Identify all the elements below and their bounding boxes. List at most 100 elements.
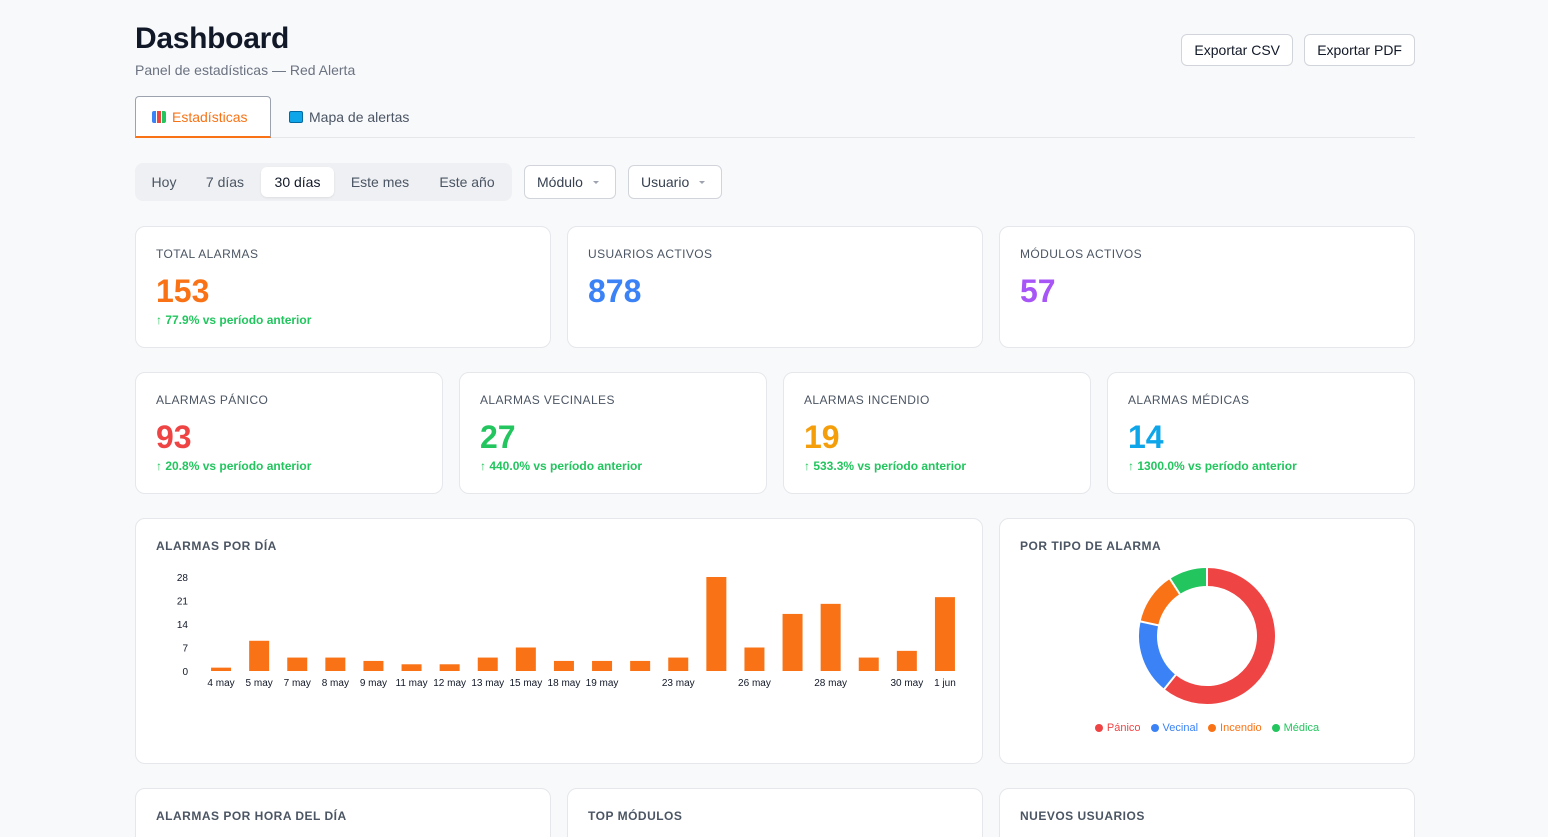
kpi-alarmas-medicas: ALARMAS MÉDICAS 14 ↑ 1300.0% vs período … [1107,372,1415,494]
chart-title: TOP MÓDULOS [588,809,683,823]
kpi-label: ALARMAS PÁNICO [156,393,269,407]
x-tick-label: 26 may [738,678,771,689]
tab-estadisticas[interactable]: Estadísticas [135,96,271,138]
export-csv-button[interactable]: Exportar CSV [1181,34,1293,66]
bar[interactable] [592,660,613,671]
bar[interactable] [934,597,955,671]
export-pdf-button[interactable]: Exportar PDF [1304,34,1415,66]
chevron-down-icon [699,180,706,184]
dashboard-page: Dashboard Panel de estadísticas — Red Al… [135,0,1415,837]
donut-chart [1139,567,1275,704]
x-tick-label: 1 jun [934,678,956,689]
legend-item[interactable]: Incendio [1208,722,1262,734]
bar[interactable] [896,650,917,671]
x-tick-label: 28 may [814,678,847,689]
pie-slice[interactable] [1140,578,1181,626]
user-dropdown-label: Usuario [641,174,690,190]
x-tick-label: 12 may [433,678,466,689]
tab-bar: Estadísticas Mapa de alertas [135,96,1415,138]
bar[interactable] [325,657,346,671]
chart-legend: Pánico Vecinal Incendio Médica [1000,722,1414,734]
x-tick-label: 11 may [396,678,428,689]
bar[interactable] [553,660,574,671]
kpi-trend: ↑ 20.8% vs período anterior [156,459,312,473]
kpi-label: USUARIOS ACTIVOS [588,247,713,261]
period-30-dias[interactable]: 30 días [261,167,334,197]
kpi-label: ALARMAS MÉDICAS [1128,393,1250,407]
bar[interactable] [401,664,422,671]
kpi-label: ALARMAS INCENDIO [804,393,930,407]
bar[interactable] [820,603,841,671]
chart-title: ALARMAS POR HORA DEL DÍA [156,809,347,823]
legend-label: Incendio [1220,722,1262,734]
kpi-value: 93 [156,419,192,455]
x-tick-label: 30 may [890,678,923,689]
x-tick-label: 5 may [246,678,273,689]
bar[interactable] [744,647,765,672]
bar[interactable] [858,657,879,671]
bar-chart: 0 7 14 21 28 4 may 5 may 7 may 8 may 9 may 11 may 1… [177,573,956,689]
new-users-card: NUEVOS USUARIOS [999,788,1415,837]
kpi-value: 27 [480,419,516,455]
page-subtitle: Panel de estadísticas — Red Alerta [135,62,356,78]
kpi-value: 153 [156,273,210,309]
kpi-value: 878 [588,273,642,309]
kpi-usuarios-activos: USUARIOS ACTIVOS 878 [567,226,983,348]
kpi-trend: ↑ 77.9% vs período anterior [156,313,312,327]
page-header: Dashboard Panel de estadísticas — Red Al… [135,0,1415,96]
legend-item[interactable]: Vecinal [1150,722,1198,734]
pie-slice[interactable] [1170,568,1208,595]
x-tick-label: 4 may [207,678,234,689]
tab-mapa-de-alertas[interactable]: Mapa de alertas [273,96,425,138]
x-tick-label: 15 may [509,678,542,689]
pie-slice[interactable] [1139,621,1176,689]
period-este-mes[interactable]: Este mes [350,174,410,190]
map-icon [289,111,303,123]
hourly-chart-card: ALARMAS POR HORA DEL DÍA [135,788,551,837]
x-tick-label: 13 may [471,678,504,689]
bar[interactable] [477,657,498,671]
bar[interactable] [630,660,651,671]
kpi-alarmas-incendio: ALARMAS INCENDIO 19 ↑ 533.3% vs período … [783,372,1091,494]
period-selector: Hoy 7 días 30 días Este mes Este año [135,163,512,201]
user-dropdown[interactable]: Usuario [628,165,722,199]
bar[interactable] [515,647,536,672]
bar[interactable] [706,577,727,671]
slice-separator [1139,620,1160,627]
legend-item[interactable]: Pánico [1094,722,1141,734]
x-tick-label: 23 may [662,678,695,689]
bar[interactable] [782,613,803,671]
kpi-value: 19 [804,419,840,455]
module-dropdown[interactable]: Módulo [524,165,616,199]
x-tick-label: 19 may [586,678,619,689]
period-este-ano[interactable]: Este año [439,174,495,190]
module-dropdown-label: Módulo [537,174,583,190]
y-tick-label: 0 [182,667,188,678]
slice-separator [1162,673,1178,691]
chart-title: ALARMAS POR DÍA [156,539,277,553]
bar-chart-icon [152,110,166,123]
kpi-trend: ↑ 440.0% vs período anterior [480,459,643,473]
bar[interactable] [363,660,384,671]
kpi-value: 14 [1128,419,1164,455]
chart-title: NUEVOS USUARIOS [1020,809,1145,823]
y-tick-label: 14 [177,620,189,631]
pie-chart-card: POR TIPO DE ALARMA Pánico Vecinal Incendio… [999,518,1415,764]
bar[interactable] [211,667,232,671]
period-hoy[interactable]: Hoy [151,174,177,190]
kpi-total-alarmas: TOTAL ALARMAS 153 ↑ 77.9% vs período ant… [135,226,551,348]
period-7-dias[interactable]: 7 días [205,174,245,190]
bar[interactable] [439,664,460,671]
y-tick-label: 28 [177,573,189,584]
x-tick-label: 9 may [360,678,387,689]
bar[interactable] [287,657,308,671]
tab-label: Mapa de alertas [309,109,410,125]
bar[interactable] [249,640,270,671]
bar[interactable] [668,657,689,671]
y-tick-label: 21 [177,597,189,608]
x-tick-label: 8 may [322,678,349,689]
y-tick-label: 7 [182,644,188,655]
pie-slice[interactable] [1164,568,1275,704]
slice-separator [1168,577,1182,596]
legend-item[interactable]: Médica [1271,722,1319,734]
